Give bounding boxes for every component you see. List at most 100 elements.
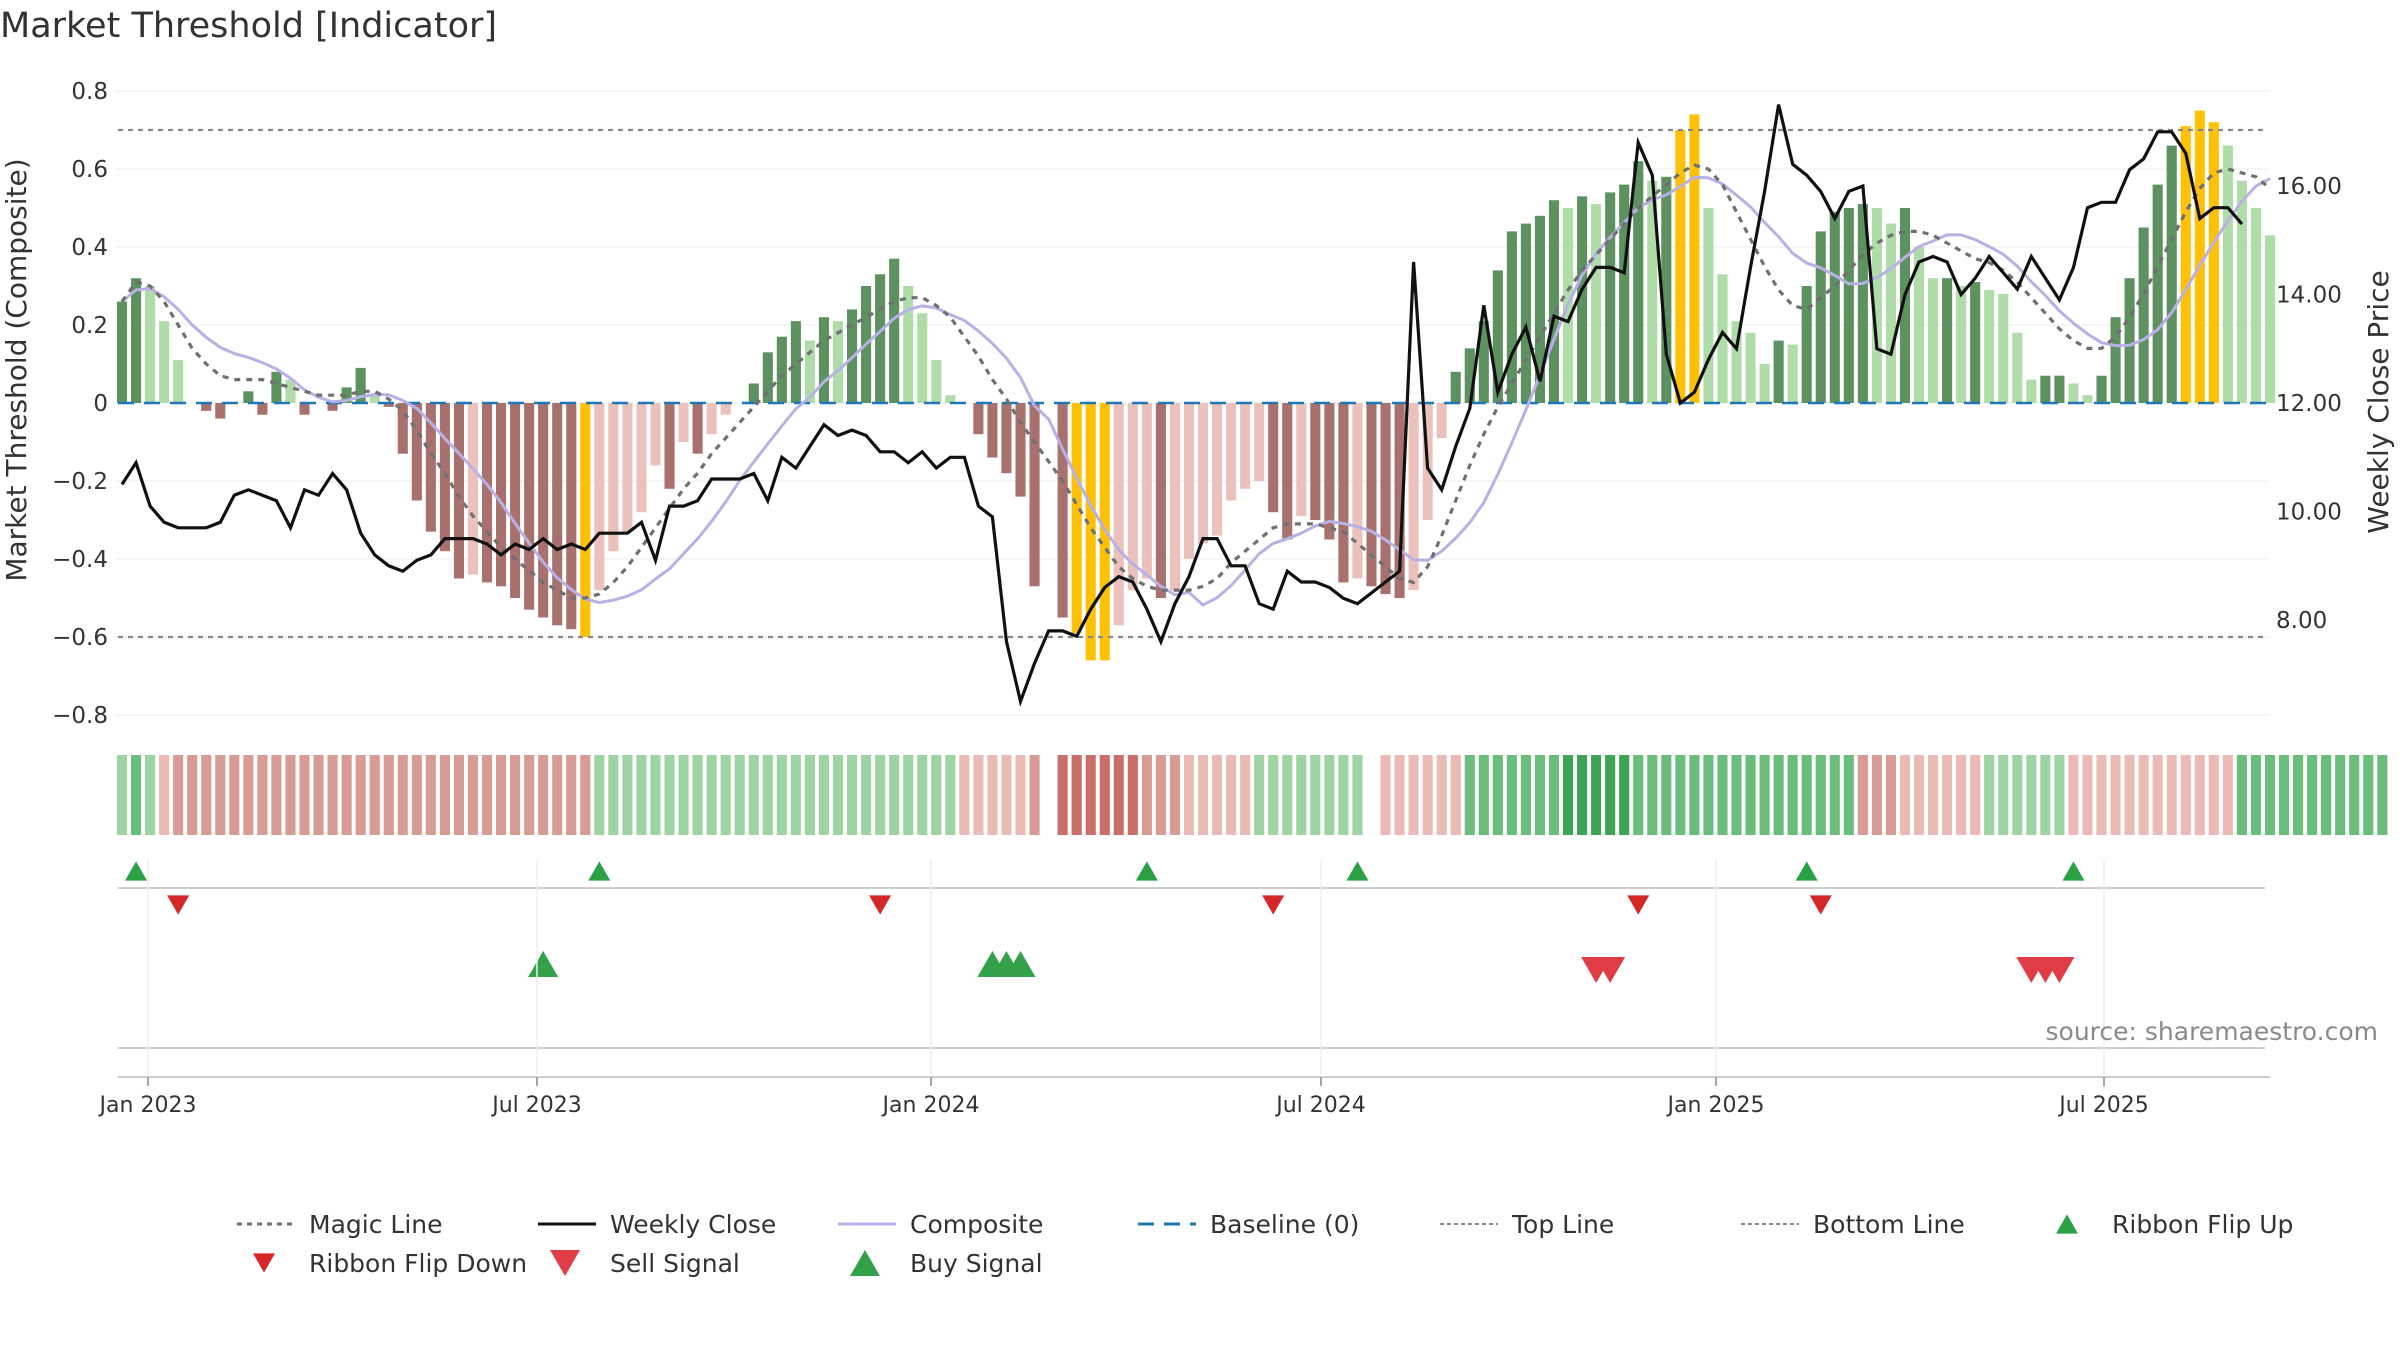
ribbon-cell xyxy=(2264,755,2276,835)
ribbon-cell xyxy=(397,755,408,835)
ribbon-cell xyxy=(2307,755,2318,835)
legend-label: Composite xyxy=(910,1210,1043,1239)
ribbon-cell xyxy=(636,755,647,835)
ribbon-cell xyxy=(173,755,184,835)
composite-bar xyxy=(1254,403,1265,481)
composite-line xyxy=(121,175,2271,607)
ribbon-cell xyxy=(496,755,507,835)
ribbon-cell xyxy=(692,755,703,835)
buy-signal-marker xyxy=(528,950,559,978)
ribbon-cell xyxy=(439,755,450,835)
composite-bar xyxy=(2180,126,2191,403)
composite-bar xyxy=(650,403,661,466)
y-tick-label: 0.6 xyxy=(71,157,108,183)
composite-bar xyxy=(945,395,956,403)
ribbon-cell xyxy=(2068,755,2079,835)
ribbon-cell xyxy=(1240,755,1251,835)
composite-bar xyxy=(566,403,577,630)
composite-bar xyxy=(1928,278,1939,403)
composite-bar xyxy=(973,403,984,435)
composite-bar xyxy=(1001,403,1012,474)
ribbon-cell xyxy=(341,755,352,835)
composite-bar xyxy=(1226,403,1237,501)
ribbon-cell xyxy=(734,755,745,835)
composite-bar xyxy=(1015,403,1026,497)
y2-tick-label: 14.00 xyxy=(2276,283,2342,309)
ribbon-cell xyxy=(1534,755,1546,835)
legend-swatch xyxy=(550,1249,580,1277)
ribbon-cell xyxy=(1478,755,1489,835)
composite-bar xyxy=(2040,375,2051,403)
composite-bar xyxy=(1661,176,1672,403)
ribbon-cell xyxy=(116,755,128,835)
composite-bar xyxy=(987,403,998,458)
composite-bar xyxy=(1268,403,1279,513)
ribbon-cell xyxy=(650,755,661,835)
composite-bar xyxy=(1913,247,1925,403)
ribbon-cell xyxy=(2096,755,2107,835)
ribbon-cell xyxy=(538,755,549,835)
ribbon-cell xyxy=(257,755,268,835)
ribbon-cell xyxy=(1548,755,1560,835)
y-tick-label: 0.4 xyxy=(71,235,108,261)
ribbon-flip-up-marker xyxy=(588,861,611,881)
ribbon-cell xyxy=(1183,755,1195,835)
buy-signal-marker xyxy=(1005,950,1036,978)
ribbon-cell xyxy=(776,755,787,835)
ribbon-flip-down-marker xyxy=(1262,895,1285,915)
ribbon-cell xyxy=(1212,755,1223,835)
ribbon-cell xyxy=(2293,755,2304,835)
ribbon-cell xyxy=(481,755,493,835)
ribbon-cell xyxy=(2250,755,2262,835)
composite-bar xyxy=(1885,223,1896,403)
composite-bar xyxy=(903,286,914,403)
ribbon-cell xyxy=(1141,755,1152,835)
ribbon-cell xyxy=(1998,755,2009,835)
composite-bar xyxy=(776,336,787,403)
composite-bar xyxy=(2138,227,2149,403)
ribbon-cell xyxy=(1282,755,1293,835)
composite-bar xyxy=(2110,317,2121,403)
ribbon-cell xyxy=(622,755,633,835)
composite-bar xyxy=(1703,208,1714,403)
ribbon-cell xyxy=(2152,755,2163,835)
ribbon-cell xyxy=(327,755,338,835)
ribbon-cell xyxy=(1970,755,1981,835)
composite-bar xyxy=(1296,403,1307,517)
ribbon-cell xyxy=(2138,755,2149,835)
composite-bar xyxy=(804,340,815,403)
composite-bar xyxy=(1619,184,1630,403)
signal-markers xyxy=(118,861,2265,1049)
composite-bar xyxy=(1240,403,1251,489)
composite-bar xyxy=(2082,395,2093,403)
ribbon-cell xyxy=(1717,755,1728,835)
composite-bar xyxy=(285,379,296,403)
ribbon-cell xyxy=(271,755,282,835)
composite-bar xyxy=(2054,375,2065,403)
composite-bar xyxy=(875,274,886,403)
ribbon-strip xyxy=(116,755,2388,835)
ribbon-cell xyxy=(804,755,815,835)
ribbon-cell xyxy=(566,755,577,835)
composite-bar xyxy=(580,403,591,637)
legend-label: Buy Signal xyxy=(910,1249,1043,1278)
ribbon-cell xyxy=(355,755,366,835)
ribbon-cell xyxy=(580,755,591,835)
series-lines xyxy=(120,104,2272,707)
ribbon-cell xyxy=(2208,755,2219,835)
composite-bar xyxy=(1942,278,1953,403)
composite-bar xyxy=(1647,180,1658,403)
composite-bar xyxy=(1169,403,1180,591)
ribbon-cell xyxy=(1408,755,1419,835)
ribbon-cell xyxy=(1871,755,1882,835)
ribbon-flip-down-marker xyxy=(869,895,892,915)
composite-bar xyxy=(1506,231,1517,403)
composite-bar xyxy=(2250,208,2262,403)
ribbon-cell xyxy=(130,755,142,835)
legend-label: Magic Line xyxy=(309,1210,443,1239)
ribbon-cell xyxy=(1071,755,1082,835)
ribbon-cell xyxy=(959,755,970,835)
ribbon-cell xyxy=(1899,755,1911,835)
ribbon-cell xyxy=(2124,755,2135,835)
